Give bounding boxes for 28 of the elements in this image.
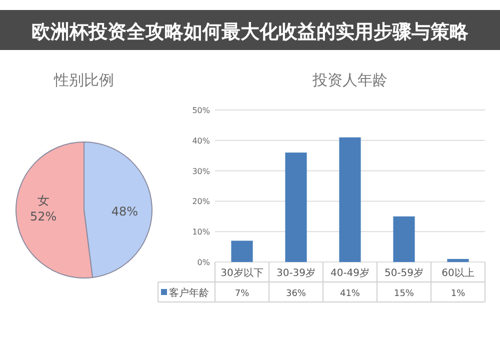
x-tick-label: 40-49岁 bbox=[330, 267, 370, 279]
data-label: 52% bbox=[30, 210, 57, 224]
bar bbox=[339, 137, 361, 262]
bar bbox=[231, 240, 253, 262]
chart-title: 投资人年龄 bbox=[312, 71, 388, 89]
data-label: 48% bbox=[111, 204, 138, 218]
text: 欧洲杯投资全攻略如何最大化收益的实用步骤与策略 bbox=[32, 21, 470, 43]
y-tick-label: 40% bbox=[192, 136, 210, 146]
legend-label: 客户年龄 bbox=[169, 287, 209, 299]
y-tick-label: 50% bbox=[192, 106, 210, 115]
chart-title: 性别比例 bbox=[53, 71, 114, 89]
bar bbox=[447, 258, 469, 262]
x-tick-label: 30-39岁 bbox=[276, 267, 316, 279]
x-tick-label: 60以上 bbox=[442, 267, 474, 279]
y-tick-label: 10% bbox=[192, 228, 210, 237]
x-tick-label: 50-59岁 bbox=[384, 267, 424, 279]
text: 15% bbox=[394, 289, 414, 299]
bar bbox=[393, 216, 415, 262]
y-tick-label: 20% bbox=[192, 197, 210, 206]
text: 36% bbox=[286, 289, 306, 299]
bar bbox=[285, 152, 307, 262]
x-tick-label: 30岁以下 bbox=[220, 267, 264, 279]
slice-label: 女 bbox=[37, 194, 50, 208]
text: 41% bbox=[340, 289, 360, 299]
text: 1% bbox=[450, 289, 466, 299]
y-tick-label: 30% bbox=[192, 166, 210, 176]
text: 7% bbox=[234, 289, 250, 299]
y-tick-label: 0% bbox=[197, 258, 210, 267]
